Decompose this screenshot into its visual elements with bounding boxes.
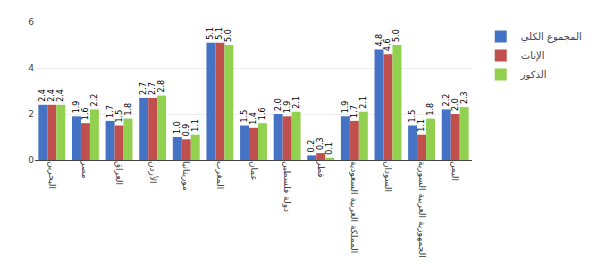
svg-text:الذكور: الذكور	[520, 69, 547, 80]
svg-text:2.1: 2.1	[359, 96, 368, 109]
svg-text:2.7: 2.7	[148, 82, 157, 95]
svg-text:1.1: 1.1	[417, 119, 426, 132]
svg-text:العراق: العراق	[114, 161, 124, 185]
svg-text:2.2: 2.2	[90, 94, 99, 107]
svg-text:1.0: 1.0	[173, 121, 182, 134]
svg-text:0: 0	[28, 155, 34, 165]
svg-text:1.8: 1.8	[124, 103, 133, 116]
svg-text:الجمهورية العربية السورية: الجمهورية العربية السورية	[417, 161, 427, 258]
svg-text:1.5: 1.5	[115, 110, 124, 123]
svg-text:المغرب: المغرب	[215, 161, 225, 189]
svg-text:4: 4	[28, 63, 34, 73]
svg-text:1.5: 1.5	[240, 110, 249, 123]
svg-text:5.1: 5.1	[215, 27, 224, 40]
svg-text:0.3: 0.3	[316, 137, 325, 150]
svg-text:5.1: 5.1	[206, 27, 215, 40]
svg-text:قطر: قطر	[316, 160, 326, 178]
svg-text:1.8: 1.8	[426, 103, 435, 116]
svg-text:1.6: 1.6	[258, 107, 267, 120]
svg-text:0.9: 0.9	[182, 124, 191, 137]
svg-text:الأردن: الأردن	[148, 161, 159, 184]
svg-text:1.9: 1.9	[72, 101, 81, 114]
svg-text:اليمن: اليمن	[450, 161, 460, 181]
svg-text:2.2: 2.2	[442, 94, 451, 107]
svg-text:2.0: 2.0	[451, 98, 460, 111]
svg-text:0.2: 0.2	[307, 140, 316, 153]
svg-text:1.4: 1.4	[249, 112, 258, 125]
svg-text:1.5: 1.5	[408, 110, 417, 123]
svg-text:الإناث: الإناث	[521, 50, 545, 62]
svg-text:المجموع الكلي: المجموع الكلي	[521, 31, 582, 43]
svg-text:موريتانيا: موريتانيا	[181, 161, 191, 191]
svg-text:1.7: 1.7	[106, 105, 115, 118]
svg-text:1.7: 1.7	[350, 105, 359, 118]
svg-text:2.8: 2.8	[157, 80, 166, 93]
svg-text:5.0: 5.0	[392, 29, 401, 42]
svg-text:5.0: 5.0	[224, 29, 233, 42]
svg-text:0.1: 0.1	[325, 142, 334, 155]
svg-text:1.9: 1.9	[283, 101, 292, 114]
svg-text:2.0: 2.0	[274, 98, 283, 111]
svg-text:2.7: 2.7	[139, 82, 148, 95]
svg-text:6: 6	[28, 17, 34, 27]
svg-text:1.6: 1.6	[81, 107, 90, 120]
svg-text:4.6: 4.6	[383, 38, 392, 51]
svg-text:2: 2	[28, 109, 34, 119]
svg-text:2.4: 2.4	[56, 89, 65, 102]
svg-text:2.4: 2.4	[38, 89, 47, 102]
svg-text:المملكة العربية السعودية: المملكة العربية السعودية	[349, 161, 359, 253]
svg-text:دولة فلسطين: دولة فلسطين	[282, 161, 292, 212]
svg-text:عمان: عمان	[249, 161, 259, 181]
svg-text:مصر: مصر	[80, 160, 90, 179]
svg-text:2.4: 2.4	[47, 89, 56, 102]
svg-text:4.8: 4.8	[375, 34, 384, 47]
svg-text:2.3: 2.3	[460, 91, 469, 104]
svg-text:البحرين: البحرين	[47, 161, 57, 189]
svg-text:1.9: 1.9	[341, 101, 350, 114]
svg-text:السودان: السودان	[383, 161, 393, 192]
svg-text:2.1: 2.1	[292, 96, 301, 109]
svg-text:1.1: 1.1	[191, 119, 200, 132]
